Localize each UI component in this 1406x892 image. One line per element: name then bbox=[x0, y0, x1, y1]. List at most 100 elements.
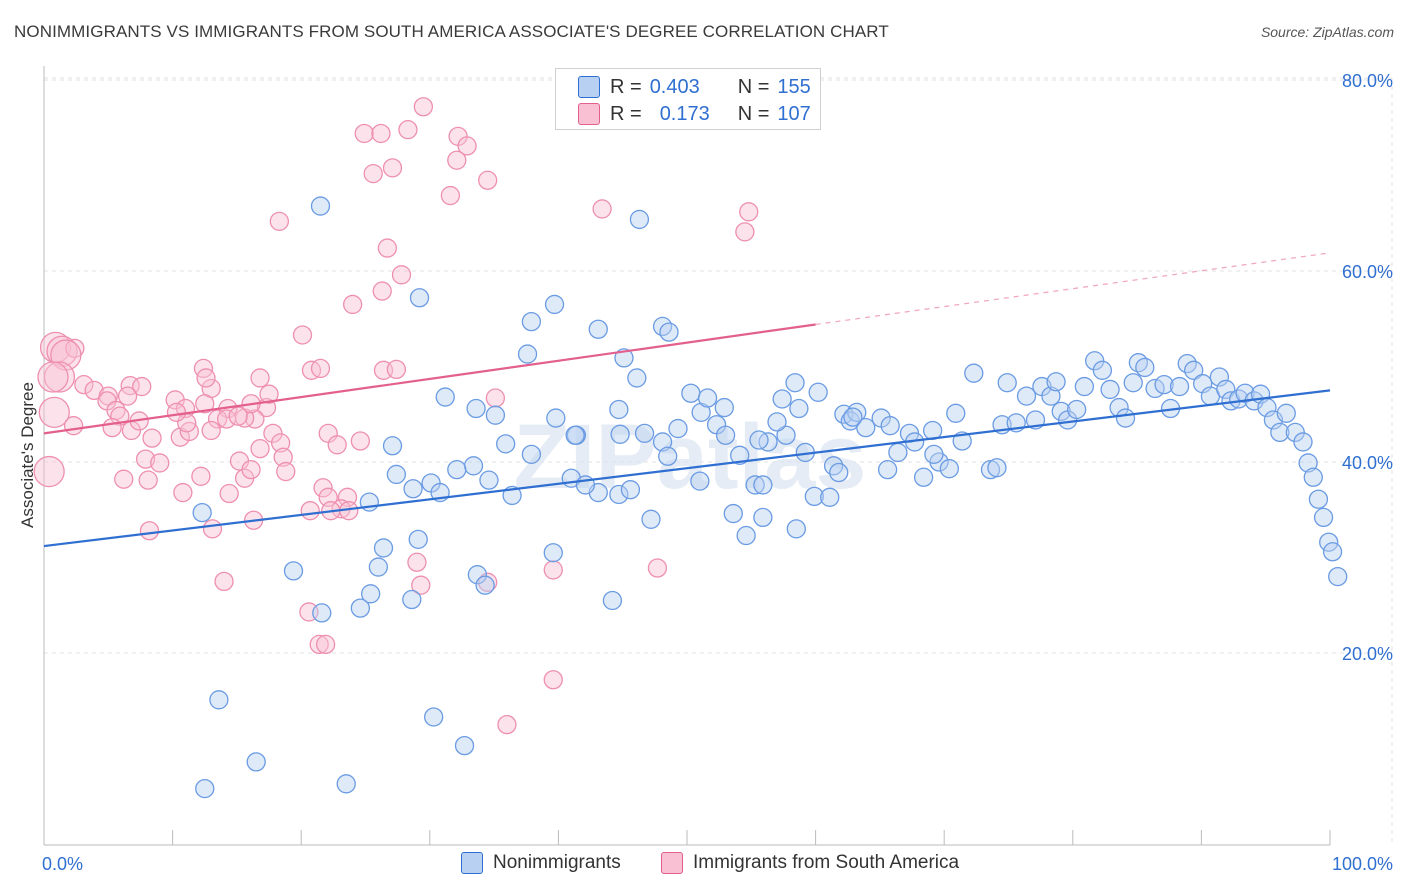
point-immigrants bbox=[150, 453, 170, 473]
point-nonimmigrants bbox=[730, 445, 750, 465]
point-immigrants bbox=[273, 447, 293, 467]
point-immigrants bbox=[386, 359, 407, 380]
point-nonimmigrants bbox=[877, 459, 898, 480]
legend-item-immigrants[interactable]: Immigrants from South America bbox=[661, 852, 959, 874]
point-immigrants bbox=[300, 501, 320, 521]
point-nonimmigrants bbox=[1298, 453, 1318, 473]
point-nonimmigrants bbox=[946, 403, 966, 423]
point-nonimmigrants bbox=[1100, 379, 1120, 400]
point-immigrants bbox=[440, 185, 461, 206]
point-nonimmigrants bbox=[1074, 376, 1095, 397]
point-immigrants bbox=[259, 384, 279, 404]
point-nonimmigrants bbox=[1276, 403, 1296, 423]
point-immigrants bbox=[250, 438, 270, 459]
point-nonimmigrants bbox=[485, 405, 506, 425]
trend-line-immigrants bbox=[43, 323, 816, 435]
point-nonimmigrants bbox=[627, 368, 647, 388]
point-immigrants bbox=[38, 396, 70, 428]
legend-item-nonimmigrants[interactable]: Nonimmigrants bbox=[461, 852, 621, 874]
point-nonimmigrants bbox=[1308, 489, 1329, 509]
y-tick-label: 20.0% bbox=[1342, 644, 1393, 664]
point-immigrants bbox=[543, 560, 563, 580]
point-nonimmigrants bbox=[691, 402, 711, 422]
point-immigrants bbox=[138, 470, 158, 490]
legend-label: Immigrants from South America bbox=[693, 852, 960, 873]
n-label: N = bbox=[737, 75, 770, 98]
point-nonimmigrants bbox=[209, 690, 229, 710]
point-immigrants bbox=[63, 416, 84, 436]
point-nonimmigrants bbox=[997, 373, 1017, 393]
point-nonimmigrants bbox=[575, 475, 596, 495]
point-immigrants bbox=[647, 558, 668, 578]
point-nonimmigrants bbox=[602, 590, 623, 611]
series-legend: Nonimmigrants Immigrants from South Amer… bbox=[0, 852, 1406, 878]
point-immigrants bbox=[135, 449, 156, 469]
point-nonimmigrants bbox=[808, 382, 828, 402]
point-immigrants bbox=[354, 123, 374, 144]
point-immigrants bbox=[132, 376, 152, 397]
point-immigrants bbox=[270, 433, 291, 453]
point-nonimmigrants bbox=[913, 467, 934, 487]
point-immigrants bbox=[478, 170, 498, 190]
point-immigrants bbox=[592, 199, 612, 219]
point-immigrants bbox=[292, 325, 313, 345]
point-nonimmigrants bbox=[546, 408, 566, 428]
point-nonimmigrants bbox=[373, 538, 394, 558]
stats-row-immigrants: R = 0.173 N = 107 bbox=[578, 101, 811, 127]
point-immigrants bbox=[413, 97, 434, 117]
axes bbox=[43, 66, 1331, 846]
y-tick-label: 60.0% bbox=[1342, 262, 1393, 282]
point-nonimmigrants bbox=[521, 444, 542, 465]
point-nonimmigrants bbox=[479, 470, 499, 490]
point-immigrants bbox=[497, 714, 517, 735]
point-immigrants bbox=[195, 394, 215, 414]
point-nonimmigrants bbox=[753, 507, 773, 528]
point-nonimmigrants bbox=[1154, 374, 1174, 395]
point-nonimmigrants bbox=[312, 603, 332, 623]
point-immigrants bbox=[327, 435, 347, 455]
point-immigrants bbox=[310, 358, 331, 379]
point-immigrants bbox=[735, 222, 755, 242]
point-immigrants bbox=[276, 461, 296, 482]
point-immigrants bbox=[372, 281, 392, 301]
point-immigrants bbox=[313, 478, 333, 498]
point-nonimmigrants bbox=[1328, 566, 1348, 587]
point-nonimmigrants bbox=[714, 397, 734, 418]
point-nonimmigrants bbox=[690, 471, 710, 491]
point-nonimmigrants bbox=[659, 322, 679, 342]
point-nonimmigrants bbox=[829, 462, 849, 483]
r-value: 0.173 bbox=[659, 102, 710, 125]
point-nonimmigrants bbox=[856, 417, 876, 438]
point-nonimmigrants bbox=[1135, 357, 1155, 378]
source-label: Source: ZipAtlas.com bbox=[1260, 24, 1394, 40]
point-immigrants bbox=[398, 120, 418, 140]
point-immigrants bbox=[173, 482, 193, 503]
point-immigrants bbox=[43, 361, 76, 393]
point-nonimmigrants bbox=[629, 209, 650, 230]
point-immigrants bbox=[33, 455, 65, 488]
point-nonimmigrants bbox=[447, 459, 467, 480]
point-nonimmigrants bbox=[658, 446, 678, 466]
point-nonimmigrants bbox=[1319, 532, 1339, 552]
point-nonimmigrants bbox=[386, 464, 407, 485]
point-immigrants bbox=[739, 202, 759, 222]
point-nonimmigrants bbox=[681, 383, 701, 403]
point-nonimmigrants bbox=[454, 735, 475, 756]
point-nonimmigrants bbox=[987, 458, 1007, 478]
chart-title: NONIMMIGRANTS VS IMMIGRANTS FROM SOUTH A… bbox=[14, 22, 889, 41]
point-nonimmigrants bbox=[641, 509, 661, 529]
point-immigrants bbox=[250, 368, 270, 388]
tick-labels: 20.0% 40.0% 60.0% 80.0% 0.0% 100.0% bbox=[42, 71, 1393, 874]
point-immigrants bbox=[214, 571, 234, 592]
trend-line-nonimmigrants bbox=[43, 389, 1331, 548]
point-nonimmigrants bbox=[924, 444, 944, 465]
point-nonimmigrants bbox=[880, 416, 900, 436]
point-immigrants bbox=[315, 634, 336, 655]
point-immigrants bbox=[46, 335, 78, 367]
point-nonimmigrants bbox=[463, 456, 484, 476]
point-nonimmigrants bbox=[1216, 379, 1236, 400]
point-immigrants bbox=[391, 265, 412, 285]
point-nonimmigrants bbox=[403, 479, 423, 499]
point-nonimmigrants bbox=[1067, 399, 1087, 420]
n-value: 107 bbox=[777, 102, 811, 125]
